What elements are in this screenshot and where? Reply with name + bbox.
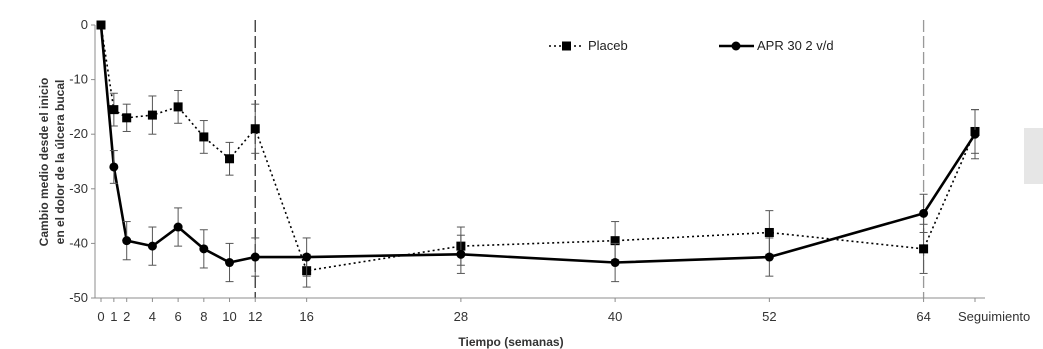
data-point: [147, 241, 157, 251]
data-point: [456, 249, 466, 259]
x-tick-label: 16: [299, 309, 313, 324]
y-tick-label: -20: [69, 126, 88, 141]
data-point: [109, 162, 119, 172]
series-line: [100, 24, 976, 272]
x-tick-label: 28: [454, 309, 468, 324]
x-tick-label: 12: [248, 309, 262, 324]
x-tick-label: 64: [916, 309, 930, 324]
x-tick-label: 1: [110, 309, 117, 324]
data-point: [199, 132, 209, 142]
y-tick-label: 0: [81, 17, 88, 32]
y-tick-label: -30: [69, 181, 88, 196]
data-point: [122, 236, 132, 246]
legend: Placeb APR 30 2 v/d: [549, 38, 834, 53]
data-point: [250, 124, 260, 134]
data-point: [610, 258, 620, 268]
y-tick-label: -50: [69, 290, 88, 305]
side-scroll-tab[interactable]: [1024, 128, 1043, 184]
x-tick-label: 40: [608, 309, 622, 324]
data-point: [764, 227, 774, 237]
series-line: [99, 24, 977, 264]
data-point: [919, 244, 929, 254]
data-point: [109, 105, 119, 115]
y-axis-title-line-1: Cambio medio desde el inicio: [37, 78, 51, 247]
y-axis-title: Cambio medio desde el inicio en el dolor…: [37, 78, 67, 247]
data-point: [122, 113, 132, 123]
data-point: [919, 208, 929, 218]
data-point: [96, 20, 106, 30]
data-point: [610, 236, 620, 246]
data-point: [250, 252, 260, 262]
data-point: [225, 258, 235, 268]
legend-marker-apr: [731, 41, 741, 51]
series-apr: [96, 20, 980, 283]
data-point: [225, 154, 235, 164]
data-point: [970, 129, 980, 139]
x-tick-label: 6: [175, 309, 182, 324]
series-placebo: [96, 20, 980, 288]
x-tick-label: Seguimiento: [958, 309, 1030, 324]
data-point: [764, 252, 774, 262]
y-axis-title-line-2: en el dolor de la úlcera bucal: [53, 80, 67, 245]
x-tick-label: 8: [200, 309, 207, 324]
data-point: [147, 110, 157, 120]
series: [96, 20, 980, 288]
data-point: [302, 252, 312, 262]
x-tick-label: 4: [149, 309, 156, 324]
y-tick-label: -10: [69, 72, 88, 87]
legend-label-placebo: Placeb: [588, 38, 628, 53]
x-tick-label: 52: [762, 309, 776, 324]
x-tick-label: 10: [222, 309, 236, 324]
x-axis-title: Tiempo (semanas): [458, 335, 563, 349]
data-point: [173, 102, 183, 112]
x-tick-label: 2: [123, 309, 130, 324]
y-tick-label: -40: [69, 235, 88, 250]
axes: 0-10-20-30-40-500 1 2 4 6 8 10 12 16 28 40 52 64 Segu…: [69, 17, 1030, 324]
x-tick-label: 0: [97, 309, 104, 324]
data-point: [199, 244, 209, 254]
legend-marker-placebo: [562, 41, 571, 51]
legend-label-apr: APR 30 2 v/d: [757, 38, 834, 53]
data-point: [173, 222, 183, 232]
